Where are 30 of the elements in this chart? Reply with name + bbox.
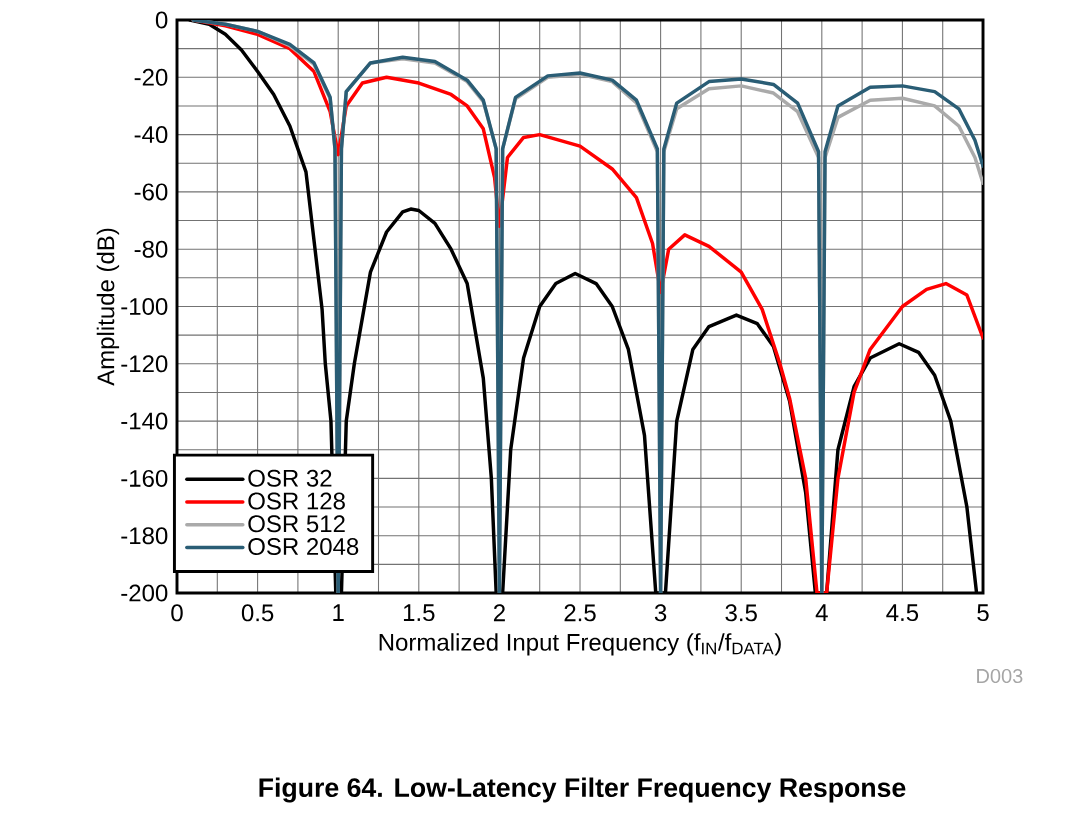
y-tick-label: -100 — [121, 297, 168, 315]
legend-label: OSR 2048 — [248, 538, 359, 556]
x-tick-label: 3.5 — [725, 604, 757, 622]
x-tick-label: 3 — [654, 604, 667, 622]
legend-label: OSR 128 — [248, 492, 345, 510]
x-tick-label: 4.5 — [886, 604, 919, 622]
x-axis-title: Normalized Input Frequency (f$_{IN}$/f$_{DATA}$) — [379, 633, 781, 656]
x-tick-label: 0 — [171, 604, 183, 622]
text: D003 — [977, 668, 1023, 684]
y-tick-label: -140 — [121, 412, 168, 430]
y-tick-label: -120 — [121, 355, 168, 373]
x-tick-label: 1 — [333, 604, 344, 621]
y-tick-label: -200 — [121, 584, 168, 602]
legend-label: OSR 512 — [248, 515, 345, 533]
y-tick-label: -20 — [134, 68, 168, 86]
y-tick-label: -180 — [121, 527, 168, 545]
y-tick-label: -80 — [134, 240, 168, 258]
y-axis-title: Amplitude (dB) — [96, 228, 120, 386]
text: Figure 64. Low-Latency Filter Frequency Response — [259, 777, 906, 803]
x-tick-label: 5 — [977, 604, 989, 622]
y-tick-label: 0 — [155, 11, 168, 29]
y-tick-label: -40 — [134, 126, 168, 144]
x-tick-label: 4 — [815, 604, 828, 621]
y-tick-label: -60 — [134, 183, 168, 201]
x-tick-label: 2.5 — [564, 604, 596, 622]
legend-label: OSR 32 — [248, 469, 332, 487]
x-tick-label: 0.5 — [241, 604, 274, 622]
x-tick-label: 2 — [493, 604, 505, 622]
y-tick-label: -160 — [121, 469, 168, 487]
x-tick-label: 1.5 — [403, 604, 435, 622]
